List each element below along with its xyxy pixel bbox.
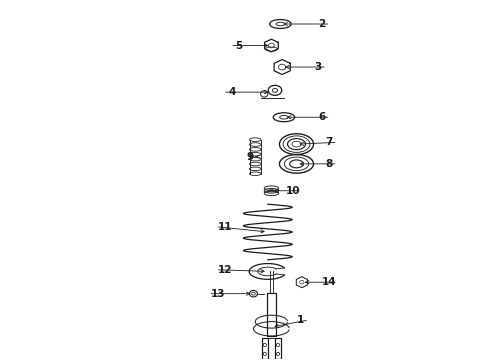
Text: 8: 8 <box>325 159 332 169</box>
Text: 1: 1 <box>296 315 303 325</box>
Text: 13: 13 <box>210 289 224 299</box>
Text: 11: 11 <box>217 222 231 231</box>
Text: 10: 10 <box>285 186 300 196</box>
Text: 12: 12 <box>217 265 231 275</box>
Text: 6: 6 <box>317 112 325 122</box>
Text: 3: 3 <box>314 62 321 72</box>
Text: 14: 14 <box>321 277 335 287</box>
Bar <box>274 338 281 359</box>
Text: 9: 9 <box>246 152 253 162</box>
Text: 5: 5 <box>235 41 242 50</box>
Text: 7: 7 <box>325 138 332 147</box>
Text: 4: 4 <box>228 87 235 97</box>
Bar <box>261 338 267 359</box>
Bar <box>266 293 276 336</box>
Text: 2: 2 <box>317 19 325 29</box>
